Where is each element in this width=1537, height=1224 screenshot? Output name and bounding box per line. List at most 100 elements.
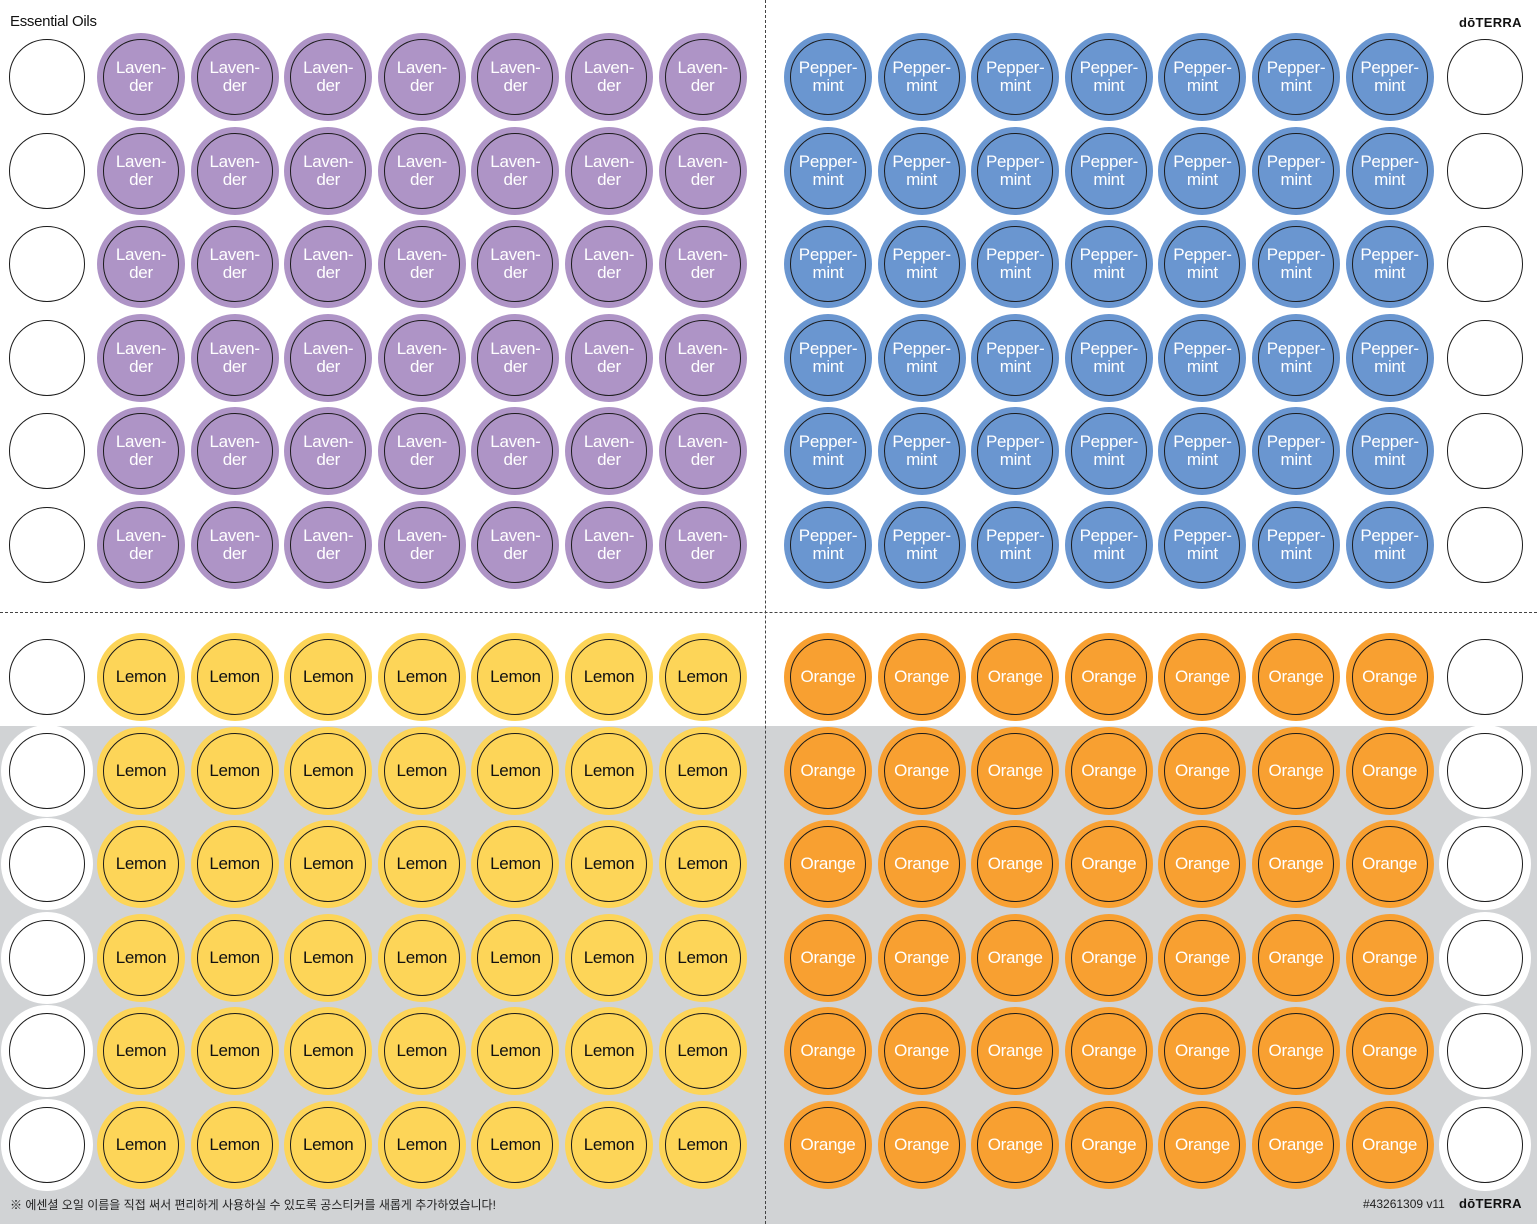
sticker-label: Laven- der	[209, 338, 260, 376]
sticker-label: Pepper- mint	[1173, 151, 1232, 189]
sticker-label: Lemon	[302, 854, 354, 874]
sticker-inner-ring: Lemon	[383, 826, 460, 903]
sticker-inner-ring: Laven- der	[477, 413, 554, 490]
sticker-label: Orange	[1268, 1135, 1324, 1154]
sticker-inner-ring: Laven- der	[196, 413, 273, 490]
blank-sticker	[1447, 1107, 1523, 1183]
sticker-inner-ring: Pepper- mint	[1258, 39, 1334, 115]
peppermint-sticker: Pepper- mint	[1064, 126, 1153, 215]
sticker-inner-ring: Orange	[1351, 919, 1428, 996]
sticker-label: Orange	[987, 854, 1043, 874]
sticker-label: Orange	[1081, 1041, 1137, 1061]
sticker-label: Orange	[1362, 1135, 1418, 1154]
sticker-inner-ring: Laven- der	[290, 132, 367, 209]
lavender-sticker: Laven- der	[471, 407, 560, 496]
sticker-label: Laven- der	[396, 338, 447, 376]
lemon-sticker: Lemon	[565, 1101, 653, 1189]
sticker-inner-ring: Pepper- mint	[1164, 413, 1241, 490]
peppermint-sticker: Pepper- mint	[1064, 220, 1153, 309]
blank-sticker	[9, 639, 85, 715]
sticker-label: Pepper- mint	[1266, 338, 1326, 376]
lavender-sticker: Laven- der	[284, 501, 373, 589]
sticker-inner-ring: Lemon	[196, 639, 273, 715]
blank-sticker	[1447, 39, 1523, 115]
sticker-inner-ring: Laven- der	[196, 132, 273, 209]
sticker-label: Orange	[1362, 1041, 1418, 1061]
sticker-inner-ring: Pepper- mint	[790, 507, 866, 583]
sticker-inner-ring: Lemon	[383, 1107, 460, 1183]
lemon-sticker: Lemon	[377, 820, 466, 909]
blank-sticker	[9, 39, 85, 115]
lemon-sticker: Lemon	[471, 913, 560, 1002]
sticker-label: Pepper- mint	[1360, 58, 1419, 95]
sticker-label: Lemon	[396, 760, 448, 780]
sticker-inner-ring: Pepper- mint	[883, 413, 960, 490]
sticker-inner-ring: Orange	[883, 1013, 960, 1090]
sticker-label: Lemon	[115, 1041, 167, 1061]
sticker-inner-ring: Laven- der	[196, 226, 273, 303]
sticker-inner-ring: Orange	[1351, 639, 1428, 715]
sticker-inner-ring: Orange	[790, 919, 866, 996]
blank-sticker	[9, 826, 85, 903]
peppermint-sticker: Pepper- mint	[1158, 313, 1247, 402]
sticker-label: Laven- der	[396, 432, 447, 470]
sticker-inner-ring: Laven- der	[196, 507, 273, 583]
sticker-inner-ring: Orange	[1164, 1107, 1241, 1183]
orange-sticker: Orange	[1158, 726, 1247, 815]
sticker-inner-ring: Laven- der	[196, 319, 273, 396]
lavender-sticker: Laven- der	[471, 220, 560, 309]
sticker-label: Pepper- mint	[1266, 58, 1326, 95]
lemon-sticker: Lemon	[284, 726, 373, 815]
sticker-inner-ring: Laven- der	[571, 226, 647, 303]
lavender-sticker: Laven- der	[97, 501, 185, 589]
sticker-inner-ring: Orange	[1070, 732, 1147, 809]
orange-sticker: Orange	[1158, 1101, 1247, 1189]
sticker-label: Laven- der	[396, 58, 447, 95]
sticker-inner-ring: Laven- der	[290, 507, 367, 583]
sticker-label: Orange	[800, 667, 856, 686]
sticker-inner-ring: Pepper- mint	[977, 413, 1054, 490]
sticker-inner-ring: Lemon	[571, 826, 647, 903]
sticker-inner-ring: Pepper- mint	[977, 39, 1054, 115]
sticker-inner-ring: Orange	[977, 639, 1054, 715]
sticker-inner-ring: Orange	[1258, 732, 1334, 809]
sticker-label: Orange	[894, 947, 950, 967]
sticker-label: Pepper- mint	[1360, 245, 1419, 283]
blank-sticker	[9, 319, 85, 396]
peppermint-sticker: Pepper- mint	[971, 407, 1060, 496]
sticker-label: Laven- der	[303, 245, 354, 283]
lavender-sticker: Laven- der	[284, 313, 373, 402]
orange-sticker: Orange	[1345, 820, 1434, 909]
sticker-inner-ring: Pepper- mint	[1070, 507, 1147, 583]
sticker-label: Laven- der	[115, 526, 167, 563]
sticker-label: Pepper- mint	[1266, 151, 1326, 189]
sticker-inner-ring: Laven- der	[103, 226, 179, 303]
sticker-label: Lemon	[209, 1135, 260, 1154]
sticker-inner-ring: Orange	[1258, 919, 1334, 996]
lemon-sticker: Lemon	[658, 633, 747, 721]
sticker-inner-ring: Pepper- mint	[977, 507, 1054, 583]
peppermint-sticker: Pepper- mint	[784, 501, 872, 589]
peppermint-sticker: Pepper- mint	[1252, 220, 1340, 309]
orange-sticker: Orange	[1252, 820, 1340, 909]
sticker-inner-ring: Lemon	[477, 639, 554, 715]
sticker-label: Orange	[1268, 760, 1324, 780]
lavender-sticker: Laven- der	[565, 33, 653, 121]
sticker-inner-ring: Lemon	[290, 1013, 367, 1090]
orange-sticker: Orange	[1158, 913, 1247, 1002]
sticker-label: Lemon	[396, 667, 448, 686]
sticker-label: Orange	[1362, 760, 1418, 780]
lavender-sticker: Laven- der	[190, 313, 279, 402]
sticker-inner-ring: Laven- der	[477, 132, 554, 209]
lavender-sticker: Laven- der	[190, 126, 279, 215]
sticker-inner-ring: Pepper- mint	[1164, 319, 1241, 396]
orange-sticker: Orange	[971, 726, 1060, 815]
sticker-inner-ring: Lemon	[103, 826, 179, 903]
sticker-label: Pepper- mint	[892, 151, 951, 189]
peppermint-sticker: Pepper- mint	[877, 33, 966, 121]
orange-sticker: Orange	[1064, 633, 1153, 721]
sticker-label: Lemon	[677, 667, 728, 686]
sticker-inner-ring: Lemon	[196, 1107, 273, 1183]
lavender-sticker: Laven- der	[284, 33, 373, 121]
sticker-label: Pepper- mint	[798, 151, 858, 189]
